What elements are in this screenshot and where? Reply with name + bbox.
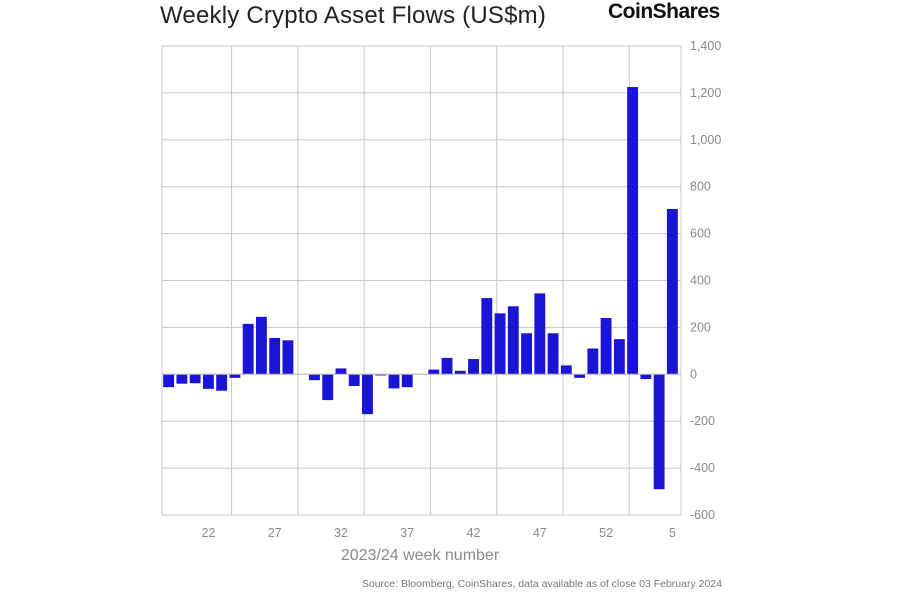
y-tick-label: 600 <box>690 227 711 241</box>
bar <box>587 348 599 375</box>
x-tick-label: 5 <box>669 526 676 540</box>
y-tick-label: 800 <box>690 180 711 194</box>
bar <box>202 374 214 389</box>
y-tick-label: -600 <box>690 508 715 522</box>
bar <box>507 306 519 375</box>
y-tick-label: -200 <box>690 414 715 428</box>
y-tick-label: 1,000 <box>690 133 721 147</box>
source-note: Source: Bloomberg, CoinShares, data avai… <box>361 578 722 590</box>
bar <box>627 87 639 375</box>
bar <box>534 293 546 375</box>
bar <box>388 374 400 389</box>
bar <box>613 339 625 375</box>
bar <box>282 340 294 375</box>
bar <box>335 368 347 375</box>
bar <box>362 374 373 415</box>
bar <box>322 374 334 401</box>
bar <box>574 374 586 378</box>
y-tick-label: 0 <box>690 367 697 381</box>
x-tick-label: 47 <box>533 526 547 540</box>
bar <box>640 374 652 379</box>
bar <box>242 323 254 375</box>
bar <box>666 208 678 375</box>
bar <box>653 374 665 490</box>
x-tick-label: 27 <box>268 526 282 540</box>
bar <box>216 374 228 391</box>
y-tick-label: 200 <box>690 320 711 334</box>
bar <box>454 370 466 375</box>
y-tick-label: -400 <box>690 461 715 475</box>
bar <box>441 357 453 375</box>
bar <box>163 374 175 388</box>
bar <box>547 333 559 375</box>
x-tick-label: 37 <box>400 526 414 540</box>
bar <box>269 337 281 375</box>
bar <box>348 374 360 387</box>
chart-title: Weekly Crypto Asset Flows (US$m) <box>160 2 547 29</box>
bar <box>176 374 188 384</box>
bar <box>255 316 267 375</box>
x-axis-title: 2023/24 week number <box>341 547 500 564</box>
bar <box>375 374 387 376</box>
bar <box>560 365 572 375</box>
x-tick-label: 42 <box>467 526 481 540</box>
bar <box>521 333 532 375</box>
bar <box>428 369 440 375</box>
bar <box>401 374 413 388</box>
x-tick-label: 52 <box>599 526 613 540</box>
y-tick-label: 400 <box>690 274 711 288</box>
bar <box>309 374 320 381</box>
bar <box>468 359 479 375</box>
coinshares-logo: CoinShares <box>608 0 720 23</box>
y-tick-label: 1,200 <box>690 86 721 100</box>
x-tick-label: 32 <box>334 526 348 540</box>
bar <box>494 313 506 375</box>
bar <box>481 298 493 375</box>
bar <box>600 318 612 375</box>
bar <box>229 374 241 378</box>
bar <box>189 374 201 384</box>
y-tick-label: 1,400 <box>690 39 721 53</box>
x-tick-label: 22 <box>201 526 215 540</box>
